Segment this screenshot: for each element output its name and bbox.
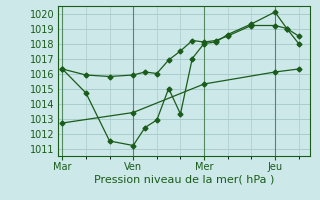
X-axis label: Pression niveau de la mer( hPa ): Pression niveau de la mer( hPa ) <box>94 174 274 184</box>
